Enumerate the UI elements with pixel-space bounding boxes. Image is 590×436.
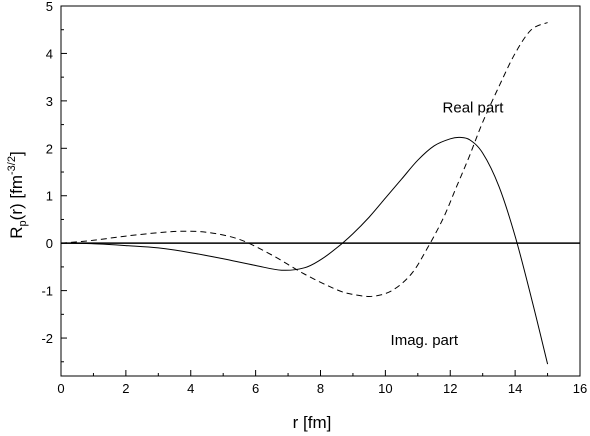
x-tick-label: 6	[252, 381, 259, 396]
y-tick-label: 1	[46, 189, 53, 204]
series-group	[60, 22, 549, 365]
x-tick-label: 2	[122, 381, 129, 396]
y-axis: -2 -1 0 1 2 3 4 5	[41, 0, 67, 363]
plot-frame	[60, 5, 581, 377]
x-tick-label: 12	[443, 381, 457, 396]
y-tick-label: 3	[46, 94, 53, 109]
y-tick-label: -1	[41, 284, 53, 299]
plot-area	[60, 5, 581, 377]
x-tick-label: 10	[378, 381, 392, 396]
series-line-1	[60, 22, 548, 297]
x-tick-label: 14	[508, 381, 522, 396]
x-tick-label: 4	[187, 381, 194, 396]
annotation-0: Real part	[443, 100, 505, 117]
annotation-1: Imag. part	[391, 332, 459, 349]
x-axis: 0 2 4 6 8 10 12 14 16	[57, 370, 587, 396]
x-tick-label: 16	[573, 381, 587, 396]
x-tick-label: 0	[57, 381, 64, 396]
y-axis-title-end: ]	[7, 151, 26, 156]
y-tick-label: -2	[41, 331, 53, 346]
y-axis-title: Rp(r) [fm-3/2]	[6, 151, 29, 238]
y-tick-label: 5	[46, 0, 53, 14]
y-axis-title-mid: (r) [fm	[7, 175, 26, 220]
y-tick-label: 2	[46, 141, 53, 156]
y-axis-title-base: R	[7, 226, 26, 238]
y-tick-label: 0	[46, 236, 53, 251]
series-line-0	[60, 136, 549, 365]
x-tick-label: 8	[317, 381, 324, 396]
y-axis-title-sub: p	[17, 220, 29, 226]
y-axis-title-sup: -3/2	[6, 156, 18, 175]
y-tick-label: 4	[46, 46, 53, 61]
x-axis-title: r [fm]	[293, 413, 332, 432]
annotations: Real part Imag. part	[391, 100, 505, 349]
